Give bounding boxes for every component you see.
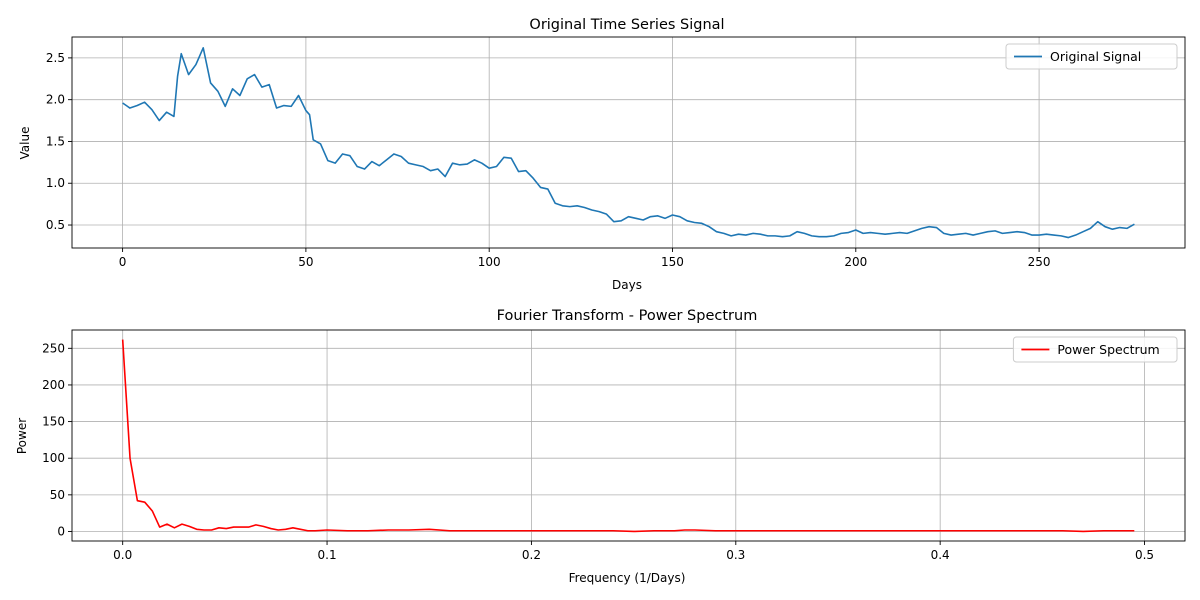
time-series-legend: Original Signal xyxy=(1005,43,1178,70)
time-series-y-tick-label: 0.5 xyxy=(46,218,65,232)
power-spectrum-x-tick-label: 0.0 xyxy=(113,548,132,562)
power-spectrum-y-tick-label: 200 xyxy=(42,378,65,392)
power-spectrum-x-tick-label: 0.3 xyxy=(726,548,745,562)
time-series-y-tick-label: 1.0 xyxy=(46,176,65,190)
time-series-title: Original Time Series Signal xyxy=(529,17,724,33)
time-series-y-tick-label: 2.0 xyxy=(46,93,65,107)
power-spectrum-x-tick-label: 0.1 xyxy=(318,548,337,562)
power-spectrum-x-tick-label: 0.2 xyxy=(522,548,541,562)
power-spectrum-y-tick-label: 0 xyxy=(57,524,65,538)
time-series-legend-box xyxy=(1005,43,1178,70)
power-spectrum-legend: Power Spectrum xyxy=(1012,336,1178,363)
power-spectrum-y-tick-label: 150 xyxy=(42,415,65,429)
power-spectrum-legend-box xyxy=(1012,336,1178,363)
power-spectrum-y-tick-label: 50 xyxy=(50,488,65,502)
power-spectrum-y-tick-label: 250 xyxy=(42,341,65,355)
time-series-panel: Original Time Series Signal Days Value 0… xyxy=(18,17,1186,292)
time-series-x-tick-label: 50 xyxy=(298,255,313,269)
power-spectrum-y-axis-label: Power xyxy=(15,418,29,454)
time-series-series-line xyxy=(122,47,1135,239)
time-series-x-tick-label: 250 xyxy=(1028,255,1051,269)
power-spectrum-grid xyxy=(72,330,1185,541)
time-series-y-tick-label: 1.5 xyxy=(46,134,65,148)
power-spectrum-x-axis-label: Frequency (1/Days) xyxy=(569,571,686,585)
time-series-x-tick-label: 100 xyxy=(478,255,501,269)
power-spectrum-y-tick-label: 100 xyxy=(42,451,65,465)
power-spectrum-title: Fourier Transform - Power Spectrum xyxy=(497,308,758,324)
power-spectrum-x-tick-label: 0.4 xyxy=(931,548,950,562)
time-series-x-tick-label: 0 xyxy=(119,255,127,269)
time-series-y-tick-label: 2.5 xyxy=(46,51,65,65)
power-spectrum-axes-frame xyxy=(71,329,1186,542)
power-spectrum-panel: Fourier Transform - Power Spectrum Frequ… xyxy=(15,308,1186,585)
time-series-grid xyxy=(72,37,1185,248)
time-series-x-axis-label: Days xyxy=(612,278,642,292)
time-series-x-tick-label: 150 xyxy=(661,255,684,269)
time-series-axes-frame xyxy=(71,36,1186,249)
time-series-y-axis-label: Value xyxy=(18,127,32,160)
time-series-x-tick-label: 200 xyxy=(844,255,867,269)
power-spectrum-legend-label: Power Spectrum xyxy=(1057,342,1159,357)
time-series-legend-label: Original Signal xyxy=(1050,49,1141,64)
power-spectrum-series-line xyxy=(121,339,1135,533)
power-spectrum-x-tick-label: 0.5 xyxy=(1135,548,1154,562)
